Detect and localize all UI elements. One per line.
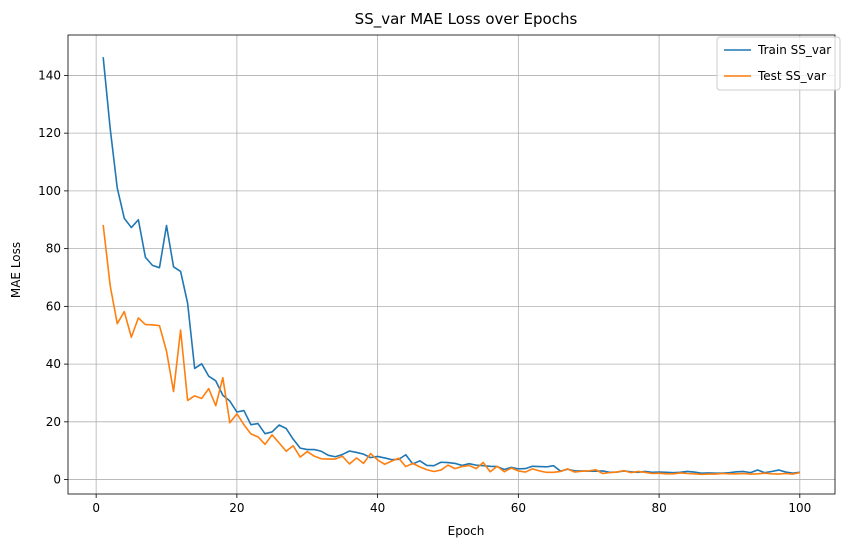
legend: Train SS_var Test SS_var <box>716 36 841 91</box>
y-tick-label: 140 <box>38 68 61 82</box>
x-tick-label: 80 <box>651 501 666 515</box>
y-tick-label: 60 <box>46 299 61 313</box>
y-axis-label: MAE Loss <box>9 242 23 298</box>
x-axis-label: Epoch <box>448 524 485 538</box>
series-line-train <box>102 57 800 475</box>
legend-label-test: Test SS_var <box>757 69 826 83</box>
x-axis-ticks: 0 20 40 60 80 100 <box>92 494 811 515</box>
legend-label-train: Train SS_var <box>757 43 831 57</box>
x-tick-label: 20 <box>229 501 244 515</box>
y-tick-label: 120 <box>38 126 61 140</box>
y-tick-label: 40 <box>46 357 61 371</box>
y-axis-ticks: 0 20 40 60 80 100 120 140 <box>38 68 68 487</box>
x-tick-label: 40 <box>370 501 385 515</box>
chart-title: SS_var MAE Loss over Epochs <box>355 10 578 29</box>
y-tick-label: 80 <box>46 242 61 256</box>
y-tick-label: 100 <box>38 184 61 198</box>
x-tick-label: 0 <box>92 501 100 515</box>
y-tick-label: 0 <box>53 473 61 487</box>
x-tick-label: 60 <box>511 501 526 515</box>
grid <box>68 35 835 494</box>
series-line-test <box>102 224 800 476</box>
y-tick-label: 20 <box>46 415 61 429</box>
series-lines <box>102 57 800 476</box>
plot-area-frame <box>67 34 836 495</box>
x-tick-label: 100 <box>788 501 811 515</box>
